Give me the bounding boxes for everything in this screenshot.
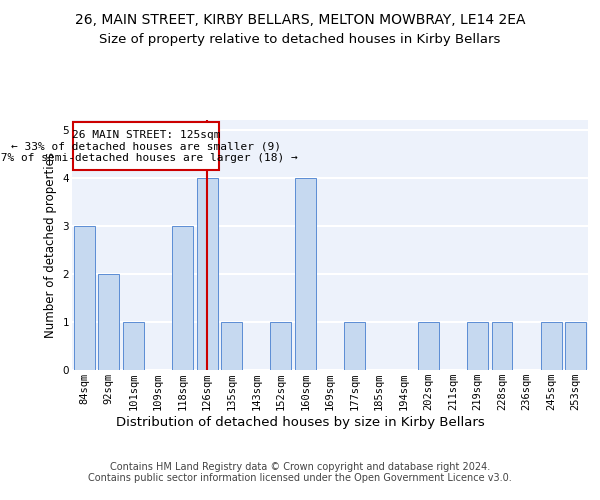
Bar: [467, 322, 488, 370]
Y-axis label: Number of detached properties: Number of detached properties: [44, 152, 57, 338]
FancyBboxPatch shape: [73, 122, 219, 170]
Bar: [271, 322, 292, 370]
Bar: [172, 226, 193, 370]
Text: 26 MAIN STREET: 125sqm
← 33% of detached houses are smaller (9)
67% of semi-deta: 26 MAIN STREET: 125sqm ← 33% of detached…: [0, 130, 298, 163]
Bar: [295, 178, 316, 370]
Bar: [221, 322, 242, 370]
Bar: [344, 322, 365, 370]
Bar: [74, 226, 95, 370]
Bar: [197, 178, 218, 370]
Bar: [123, 322, 144, 370]
Bar: [541, 322, 562, 370]
Text: 26, MAIN STREET, KIRBY BELLARS, MELTON MOWBRAY, LE14 2EA: 26, MAIN STREET, KIRBY BELLARS, MELTON M…: [75, 12, 525, 26]
Bar: [98, 274, 119, 370]
Bar: [565, 322, 586, 370]
Text: Distribution of detached houses by size in Kirby Bellars: Distribution of detached houses by size …: [116, 416, 484, 429]
Text: Contains HM Land Registry data © Crown copyright and database right 2024.
Contai: Contains HM Land Registry data © Crown c…: [88, 462, 512, 483]
Bar: [418, 322, 439, 370]
Bar: [491, 322, 512, 370]
Text: Size of property relative to detached houses in Kirby Bellars: Size of property relative to detached ho…: [100, 32, 500, 46]
